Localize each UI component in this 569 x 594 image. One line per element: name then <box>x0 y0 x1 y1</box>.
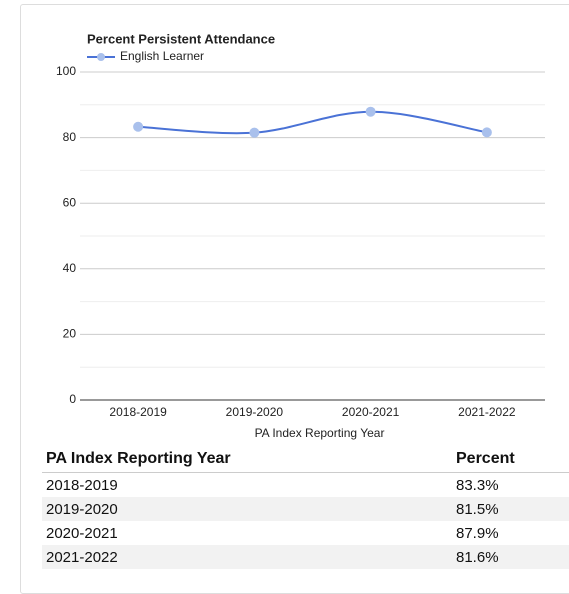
table-row: 2021-2022 81.6% <box>42 545 569 569</box>
table-cell: 81.6% <box>452 545 569 569</box>
y-tick-label: 100 <box>56 64 76 78</box>
table-cell: 2020-2021 <box>46 524 118 542</box>
table-cell: 2018-2019 <box>46 476 118 494</box>
table-cell: 81.5% <box>452 497 569 521</box>
legend-point <box>97 53 105 61</box>
table-cell: 2019-2020 <box>42 497 452 521</box>
chart-title: Percent Persistent Attendance <box>87 31 275 46</box>
y-tick-label: 0 <box>69 392 76 406</box>
data-table: PA Index Reporting Year Percent 2018-201… <box>42 445 569 569</box>
table-row: 2019-2020 81.5% <box>42 497 569 521</box>
y-tick-label: 80 <box>63 130 77 144</box>
header-row: PA Index Reporting Year Percent <box>42 445 569 473</box>
x-tick-label: 2020-2021 <box>342 405 400 419</box>
chart: Percent Persistent Attendance 0 20 40 60 80 1… <box>56 31 545 440</box>
point <box>481 127 492 138</box>
point <box>133 121 144 132</box>
y-tick-label: 40 <box>63 261 77 275</box>
header-cell: PA Index Reporting Year <box>42 445 452 473</box>
x-axis-label: PA Index Reporting Year <box>255 426 385 440</box>
x-tick-label: 2018-2019 <box>109 405 167 419</box>
header-cell: Percent <box>452 445 569 473</box>
y-tick-label: 20 <box>63 327 77 341</box>
point <box>365 106 376 117</box>
table-cell: 83.3% <box>456 476 499 494</box>
series-line <box>138 110 488 135</box>
table-row: 2018-2019 83.3% <box>42 473 569 498</box>
legend-label: English Learner <box>120 49 204 63</box>
x-tick-label: 2019-2020 <box>226 405 284 419</box>
x-tick-label: 2021-2022 <box>458 405 516 419</box>
table-cell: 2021-2022 <box>42 545 452 569</box>
point <box>249 127 260 138</box>
table-row: 2020-2021 87.9% <box>42 521 569 545</box>
table-cell: 87.9% <box>456 524 499 542</box>
y-tick-label: 60 <box>63 195 77 209</box>
